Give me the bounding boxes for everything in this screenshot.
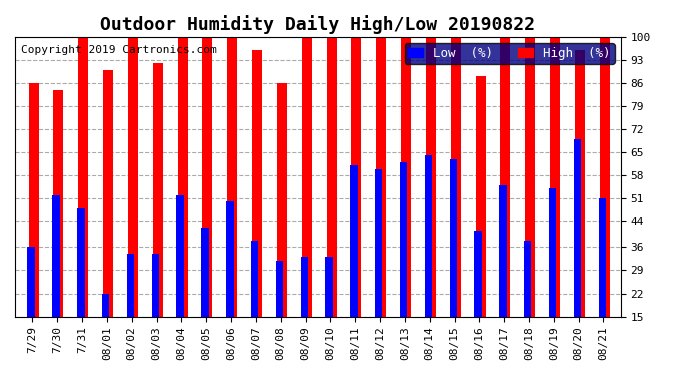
Bar xyxy=(550,37,560,366)
Bar xyxy=(128,37,138,366)
Bar xyxy=(251,241,258,366)
Bar xyxy=(450,159,457,366)
Bar xyxy=(54,90,63,366)
Bar xyxy=(426,37,436,366)
Bar xyxy=(102,294,109,366)
Bar xyxy=(28,248,35,366)
Bar xyxy=(499,185,506,366)
Bar xyxy=(79,37,88,366)
Bar xyxy=(573,139,581,366)
Bar xyxy=(276,261,283,366)
Bar xyxy=(425,155,432,366)
Bar xyxy=(226,201,233,366)
Bar xyxy=(177,195,184,366)
Bar xyxy=(326,257,333,366)
Bar xyxy=(302,37,312,366)
Bar xyxy=(277,83,287,366)
Bar xyxy=(227,37,237,366)
Bar xyxy=(351,37,362,366)
Bar xyxy=(301,257,308,366)
Title: Outdoor Humidity Daily High/Low 20190822: Outdoor Humidity Daily High/Low 20190822 xyxy=(101,15,535,34)
Bar xyxy=(500,37,511,366)
Bar xyxy=(549,188,556,366)
Bar xyxy=(600,37,610,366)
Bar xyxy=(375,168,382,366)
Bar xyxy=(400,162,407,366)
Bar xyxy=(202,37,213,366)
Bar xyxy=(29,83,39,366)
Bar xyxy=(252,50,262,366)
Bar xyxy=(152,254,159,366)
Bar xyxy=(127,254,134,366)
Bar xyxy=(52,195,60,366)
Bar xyxy=(598,198,606,366)
Bar xyxy=(575,50,585,366)
Bar xyxy=(152,63,163,366)
Bar xyxy=(103,70,113,366)
Bar xyxy=(376,37,386,366)
Bar xyxy=(525,37,535,366)
Bar xyxy=(401,37,411,366)
Bar xyxy=(351,165,357,366)
Bar xyxy=(475,76,486,366)
Bar xyxy=(201,228,208,366)
Bar xyxy=(326,37,337,366)
Bar xyxy=(451,37,461,366)
Bar xyxy=(177,37,188,366)
Bar xyxy=(77,208,85,366)
Bar xyxy=(524,241,531,366)
Legend: Low  (%), High  (%): Low (%), High (%) xyxy=(404,43,615,64)
Bar xyxy=(474,231,482,366)
Text: Copyright 2019 Cartronics.com: Copyright 2019 Cartronics.com xyxy=(21,45,217,56)
